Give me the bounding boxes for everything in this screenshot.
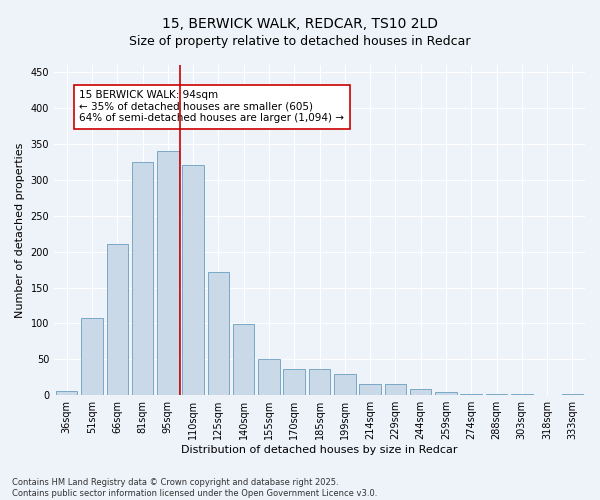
Bar — [208, 272, 229, 395]
Bar — [486, 394, 507, 395]
Bar — [233, 324, 254, 395]
Bar — [309, 370, 330, 395]
Bar — [81, 318, 103, 395]
Bar — [258, 360, 280, 395]
Bar — [56, 391, 77, 395]
Bar — [359, 384, 381, 395]
Bar — [410, 390, 431, 395]
Bar — [283, 370, 305, 395]
Bar — [460, 394, 482, 395]
Bar — [562, 394, 583, 395]
Bar — [511, 394, 533, 395]
Bar — [107, 244, 128, 395]
Y-axis label: Number of detached properties: Number of detached properties — [15, 142, 25, 318]
Text: Contains HM Land Registry data © Crown copyright and database right 2025.
Contai: Contains HM Land Registry data © Crown c… — [12, 478, 377, 498]
X-axis label: Distribution of detached houses by size in Redcar: Distribution of detached houses by size … — [181, 445, 458, 455]
Text: Size of property relative to detached houses in Redcar: Size of property relative to detached ho… — [129, 35, 471, 48]
Bar — [132, 162, 153, 395]
Bar — [182, 166, 204, 395]
Bar — [334, 374, 356, 395]
Text: 15 BERWICK WALK: 94sqm
← 35% of detached houses are smaller (605)
64% of semi-de: 15 BERWICK WALK: 94sqm ← 35% of detached… — [79, 90, 344, 124]
Bar — [385, 384, 406, 395]
Text: 15, BERWICK WALK, REDCAR, TS10 2LD: 15, BERWICK WALK, REDCAR, TS10 2LD — [162, 18, 438, 32]
Bar — [157, 151, 179, 395]
Bar — [435, 392, 457, 395]
